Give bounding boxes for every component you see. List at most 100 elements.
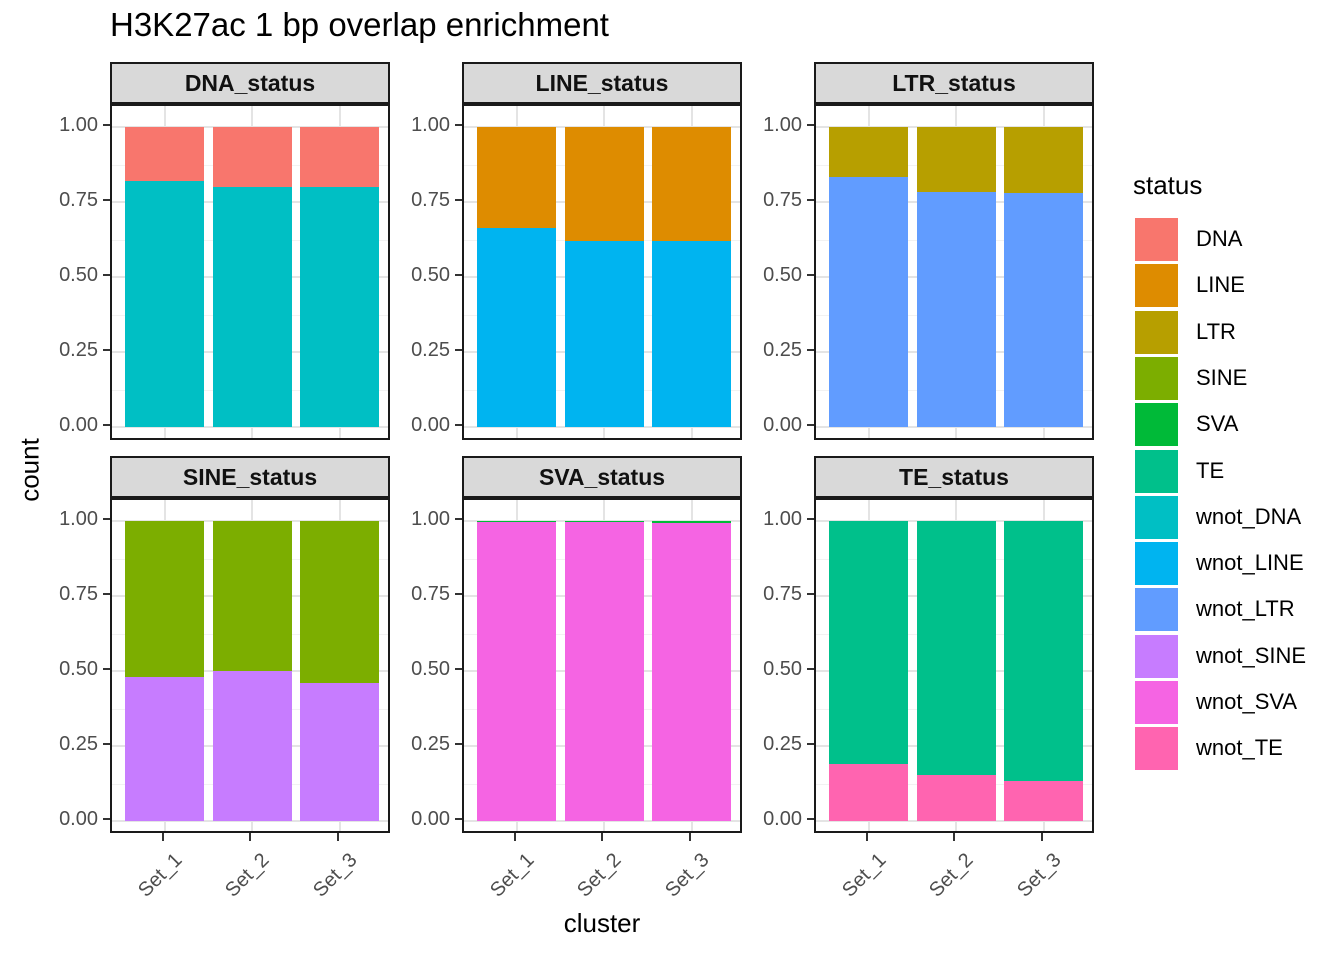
- facet-strip: DNA_status: [110, 62, 390, 104]
- x-axis-tick: [513, 833, 516, 841]
- x-axis-tick: [249, 833, 251, 841]
- facet-strip: TE_status: [814, 456, 1094, 498]
- bar-segment-wnot_SINE: [212, 671, 292, 821]
- legend-key-wnot_LINE: [1135, 542, 1178, 586]
- y-axis-tick: [103, 274, 110, 276]
- facet-panel: [814, 104, 1094, 440]
- facet-strip: SVA_status: [462, 456, 742, 498]
- legend-key-LINE: [1135, 264, 1178, 308]
- legend-title: status: [1133, 170, 1203, 200]
- x-axis-tick: [161, 833, 164, 841]
- facet-panel: [110, 498, 390, 833]
- bar-segment-wnot_SINE: [300, 683, 379, 821]
- gridline-major: [816, 820, 1092, 822]
- bar-segment-wnot_LINE: [564, 241, 644, 427]
- y-axis-tick: [807, 668, 814, 670]
- y-tick-label: 1.00: [763, 114, 802, 136]
- bar-segment-DNA: [300, 127, 379, 187]
- legend-item-label: wnot_TE: [1196, 735, 1283, 761]
- y-axis-tick: [455, 668, 462, 670]
- y-axis-tick: [103, 593, 110, 595]
- bar-segment-SINE: [212, 521, 292, 671]
- bar-segment-LTR: [1004, 127, 1083, 193]
- y-tick-label: 1.00: [59, 114, 98, 136]
- bar-segment-TE: [829, 521, 908, 764]
- y-tick-label: 0.00: [763, 414, 802, 436]
- y-axis-tick: [103, 743, 110, 745]
- gridline-major: [112, 820, 388, 822]
- y-tick-label: 0.00: [59, 414, 98, 436]
- y-tick-label: 0.75: [411, 583, 450, 605]
- legend-item-label: SVA: [1196, 411, 1239, 437]
- bar-segment-SVA: [652, 521, 731, 524]
- legend-item-label: SINE: [1196, 364, 1248, 390]
- bar-segment-TE: [916, 521, 996, 775]
- y-tick-label: 1.00: [59, 508, 98, 530]
- x-tick-label: Set_3: [308, 849, 362, 902]
- y-axis-tick: [455, 199, 462, 201]
- y-axis-tick: [455, 424, 462, 426]
- y-tick-label: 0.50: [411, 264, 450, 286]
- y-axis-tick: [455, 593, 462, 595]
- bar-segment-wnot_TE: [829, 764, 908, 821]
- y-tick-label: 0.25: [411, 339, 450, 361]
- bar-segment-LTR: [916, 127, 996, 192]
- x-axis-tick: [336, 833, 339, 841]
- y-axis-tick: [103, 818, 110, 820]
- y-tick-label: 0.00: [411, 414, 450, 436]
- bar-segment-wnot_DNA: [300, 187, 379, 427]
- y-tick-label: 0.50: [59, 264, 98, 286]
- x-tick-label: Set_1: [837, 849, 891, 902]
- x-axis-title: cluster: [563, 908, 641, 938]
- legend-item-label: wnot_SINE: [1196, 642, 1307, 668]
- bar-segment-LINE: [652, 127, 731, 241]
- x-axis-tick: [1040, 833, 1043, 841]
- x-tick-label: Set_2: [925, 849, 978, 902]
- y-axis-tick: [103, 199, 110, 201]
- y-tick-label: 0.75: [763, 583, 802, 605]
- legend-item-label: wnot_DNA: [1196, 503, 1302, 529]
- bar-segment-SINE: [125, 521, 204, 677]
- y-tick-label: 0.25: [59, 339, 98, 361]
- y-axis-tick: [455, 518, 462, 520]
- y-tick-label: 0.00: [411, 808, 450, 830]
- facet-panel: [462, 104, 742, 440]
- y-tick-label: 0.00: [763, 808, 802, 830]
- y-axis-tick: [455, 818, 462, 820]
- legend-item-label: TE: [1196, 457, 1225, 483]
- facet-strip-label: LINE_status: [535, 69, 669, 96]
- legend-key-wnot_LTR: [1135, 588, 1178, 632]
- y-axis-tick: [455, 743, 462, 745]
- y-tick-label: 0.50: [763, 264, 802, 286]
- facet-strip: LINE_status: [462, 62, 742, 104]
- y-tick-label: 0.50: [411, 658, 450, 680]
- bar-segment-DNA: [212, 127, 292, 187]
- y-axis-tick: [807, 743, 814, 745]
- legend-item-label: wnot_LTR: [1196, 596, 1295, 622]
- bar-segment-wnot_TE: [916, 774, 996, 821]
- x-axis-tick: [688, 833, 691, 841]
- gridline-major: [816, 426, 1092, 428]
- x-tick-label: Set_2: [221, 849, 274, 902]
- facet-strip-label: TE_status: [899, 463, 1009, 490]
- bar-segment-wnot_SINE: [125, 677, 204, 821]
- y-tick-label: 0.00: [59, 808, 98, 830]
- legend-key-DNA: [1135, 218, 1178, 261]
- legend-item-label: LTR: [1196, 318, 1236, 344]
- legend-item-label: wnot_SVA: [1196, 689, 1298, 714]
- legend-item-label: LINE: [1196, 272, 1245, 298]
- y-axis-tick: [807, 124, 814, 126]
- y-axis-tick: [103, 424, 110, 426]
- y-tick-label: 0.25: [763, 339, 802, 361]
- legend-key-SVA: [1135, 403, 1178, 447]
- x-tick-label: Set_1: [133, 849, 187, 902]
- y-axis-tick: [455, 274, 462, 276]
- bar-segment-LINE: [564, 127, 644, 241]
- bar-segment-wnot_SVA: [477, 521, 556, 821]
- legend-item-label: wnot_LINE: [1196, 550, 1304, 576]
- y-tick-label: 1.00: [411, 114, 450, 136]
- bar-segment-TE: [1004, 521, 1083, 781]
- legend-key-wnot_SVA: [1135, 681, 1178, 724]
- y-axis-title: count: [14, 438, 45, 502]
